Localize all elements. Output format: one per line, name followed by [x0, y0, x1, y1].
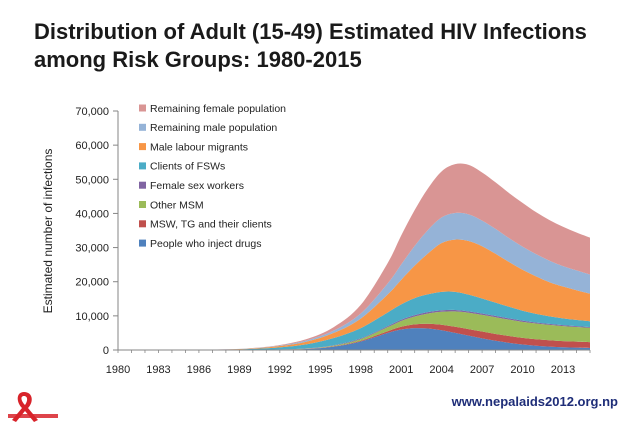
legend-swatch-msw-tg-and-their-clients — [139, 220, 146, 228]
y-tick-label: 0 — [103, 345, 109, 357]
legend-swatch-other-msm — [139, 201, 146, 208]
x-tick-label: 1983 — [146, 364, 170, 376]
y-tick-label: 70,000 — [75, 106, 109, 118]
y-axis-title: Estimated number of infections — [41, 149, 55, 314]
legend-label-male-labour-migrants: Male labour migrants — [150, 141, 248, 153]
legend-label-clients-of-fsws: Clients of FSWs — [150, 161, 225, 173]
area-remaining-female-population — [118, 163, 590, 351]
legend-label-other-msm: Other MSM — [150, 199, 204, 211]
legend-label-people-who-inject-drugs: People who inject drugs — [150, 238, 262, 250]
legend-swatch-male-labour-migrants — [139, 143, 146, 151]
chart-legend: Remaining female population Remaining mal… — [139, 103, 286, 250]
x-tick-label: 1992 — [268, 364, 292, 376]
legend-label-msw-tg-and-their-clients: MSW, TG and their clients — [150, 219, 272, 231]
area-remaining-male-population — [118, 212, 590, 351]
legend-swatch-clients-of-fsws — [139, 162, 146, 170]
slide-title-line1: Distribution of Adult (15-49) Estimated … — [34, 19, 587, 44]
x-tick-label: 2007 — [470, 364, 494, 376]
slide-title: Distribution of Adult (15-49) Estimated … — [34, 18, 624, 74]
footer-website-url[interactable]: www.nepalaids2012.org.np — [451, 394, 618, 409]
area-people-who-inject-drugs — [118, 328, 590, 351]
legend-swatch-remaining-female-population — [139, 104, 146, 112]
area-msw-tg-and-their-clients — [118, 323, 590, 351]
legend-label-remaining-female-population: Remaining female population — [150, 103, 286, 115]
x-tick-label: 2004 — [429, 364, 453, 376]
y-tick-label: 60,000 — [75, 140, 109, 152]
x-tick-label: 2010 — [510, 364, 534, 376]
y-tick-label: 20,000 — [75, 277, 109, 289]
x-tick-label: 2013 — [551, 364, 575, 376]
stacked-area-chart: 0 10,000 20,000 30,000 40,000 50,000 60,000 70,… — [41, 103, 591, 376]
y-tick-label: 40,000 — [75, 208, 109, 220]
x-tick-label: 1986 — [187, 364, 211, 376]
x-tick-label: 1980 — [106, 364, 130, 376]
area-series-group — [118, 163, 590, 351]
area-clients-of-fsws — [118, 291, 590, 351]
x-tick-label: 2001 — [389, 364, 413, 376]
chart-axes: 0 10,000 20,000 30,000 40,000 50,000 60,000 70,… — [41, 106, 591, 376]
legend-swatch-female-sex-workers — [139, 181, 146, 189]
y-tick-label: 10,000 — [75, 311, 109, 323]
area-other-msm — [118, 311, 590, 351]
y-tick-label: 50,000 — [75, 174, 109, 186]
x-tick-label: 1989 — [227, 364, 251, 376]
slide-title-line2: among Risk Groups: 1980-2015 — [34, 47, 362, 72]
legend-label-female-sex-workers: Female sex workers — [150, 180, 244, 192]
legend-swatch-remaining-male-population — [139, 123, 146, 131]
x-tick-label: 1998 — [349, 364, 373, 376]
legend-label-remaining-male-population: Remaining male population — [150, 122, 277, 134]
x-tick-label: 1995 — [308, 364, 332, 376]
red-ribbon-logo — [8, 392, 58, 422]
area-male-labour-migrants — [118, 239, 590, 351]
y-tick-label: 30,000 — [75, 243, 109, 255]
legend-swatch-people-who-inject-drugs — [139, 239, 146, 247]
